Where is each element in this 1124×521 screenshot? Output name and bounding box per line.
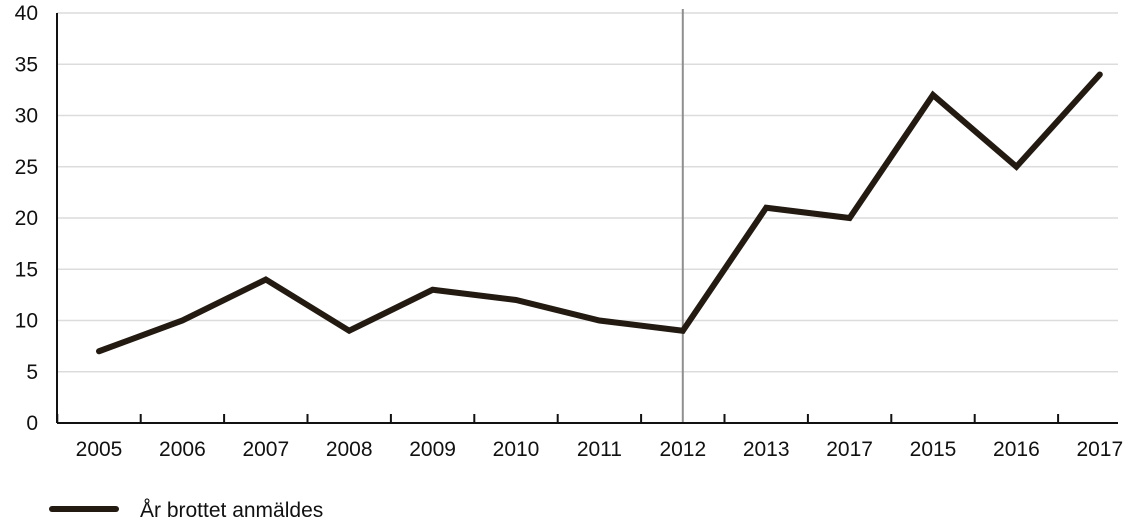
y-tick-label: 40 <box>15 2 38 25</box>
x-tick-label: 2017 <box>1076 438 1123 461</box>
y-tick-label: 10 <box>15 310 38 333</box>
series-line <box>96 71 1103 355</box>
legend: År brottet anmäldes <box>49 499 323 521</box>
y-tick-label: 5 <box>26 361 38 384</box>
x-tick-label: 2011 <box>577 438 622 461</box>
x-tick-label: 2007 <box>242 438 289 461</box>
y-tick-label: 20 <box>15 207 38 230</box>
y-tick-labels: 0 5 10 15 20 25 30 35 40 <box>15 2 38 435</box>
y-tick-label: 0 <box>26 412 38 435</box>
x-tick-label: 2017 <box>826 438 873 461</box>
legend-label: År brottet anmäldes <box>140 499 323 521</box>
x-tick-label: 2015 <box>910 438 957 461</box>
y-tick-label: 30 <box>15 105 38 128</box>
x-tick-label: 2006 <box>159 438 206 461</box>
y-tick-label: 35 <box>15 53 38 76</box>
grid-lines <box>57 12 1118 373</box>
x-tick-label: 2009 <box>409 438 456 461</box>
x-tick-labels: 2005 2006 2007 2008 2009 2010 2011 2012 2013 2017… <box>76 438 1124 461</box>
x-tick-label: 2016 <box>993 438 1040 461</box>
y-tick-label: 15 <box>15 258 38 281</box>
x-tick-label: 2012 <box>659 438 706 461</box>
series-lines <box>96 71 1103 355</box>
axes <box>56 13 1118 424</box>
x-tick-label: 2008 <box>326 438 373 461</box>
x-tick-label: 2010 <box>493 438 540 461</box>
x-tick-label: 2013 <box>743 438 790 461</box>
x-tick-label: 2005 <box>76 438 123 461</box>
y-tick-label: 25 <box>15 156 38 179</box>
